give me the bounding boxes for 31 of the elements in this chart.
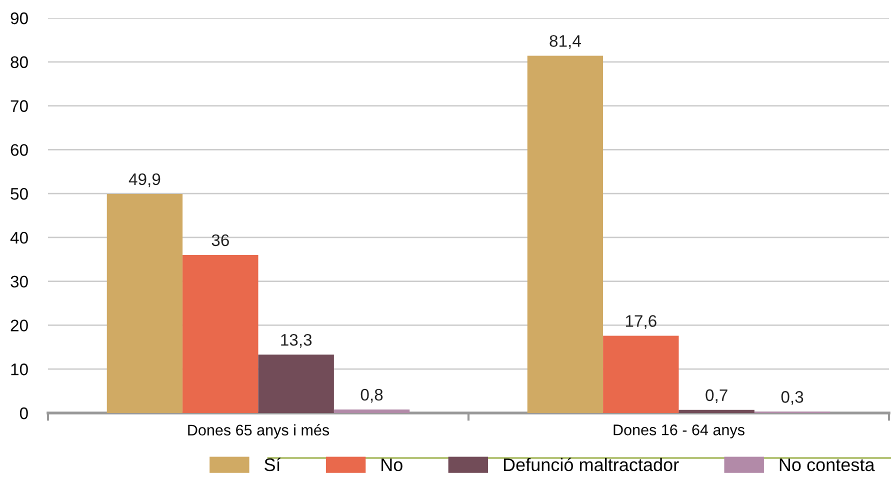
bar bbox=[678, 410, 754, 413]
y-tick-label: 20 bbox=[10, 320, 28, 332]
legend-label: No bbox=[382, 458, 402, 472]
bar bbox=[603, 336, 679, 413]
data-label: 49,9 bbox=[128, 173, 160, 188]
y-tick-label: 90 bbox=[10, 12, 28, 24]
y-tick-label: 0 bbox=[20, 407, 28, 420]
legend-label: Sí bbox=[264, 458, 281, 472]
y-tick-label: 50 bbox=[10, 188, 28, 200]
bar bbox=[334, 409, 410, 413]
data-label: 36 bbox=[212, 234, 229, 246]
data-label: 0,3 bbox=[781, 391, 804, 405]
y-tick-label: 60 bbox=[10, 144, 28, 156]
y-tick-label: 70 bbox=[10, 100, 28, 112]
y-tick-label: 30 bbox=[10, 276, 28, 288]
data-label: 81,4 bbox=[550, 35, 581, 49]
bar bbox=[106, 194, 183, 413]
data-label: 0,8 bbox=[360, 388, 383, 403]
bar bbox=[258, 354, 334, 413]
y-tick-label: 10 bbox=[11, 364, 28, 376]
y-tick-label: 40 bbox=[10, 232, 28, 244]
y-tick-label: 80 bbox=[10, 56, 28, 68]
data-label: 17,6 bbox=[626, 315, 656, 329]
x-tick-label: Dones 65 anys i més bbox=[188, 424, 330, 439]
bar bbox=[182, 255, 258, 413]
x-tick-label: Dones 16 - 64 anys bbox=[614, 424, 744, 438]
data-label: 0,7 bbox=[706, 389, 728, 404]
data-label: 13,3 bbox=[281, 334, 312, 348]
legend-label: Defunció maltractador bbox=[504, 458, 679, 472]
bar bbox=[527, 56, 604, 413]
legend-label: No contesta bbox=[780, 458, 875, 472]
